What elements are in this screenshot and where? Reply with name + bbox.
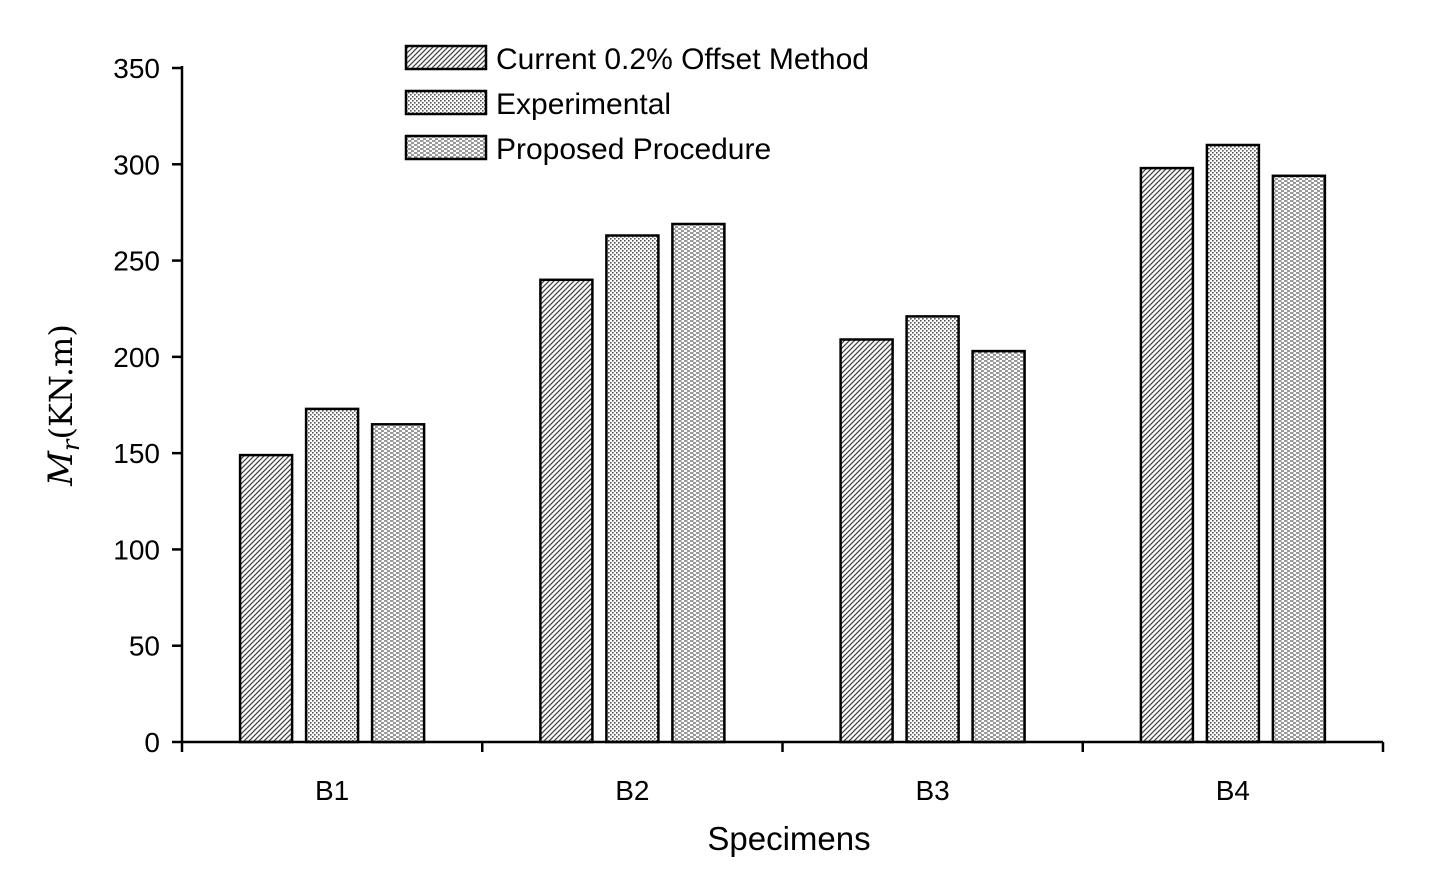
bar-b3-series-2 — [905, 315, 960, 744]
y-tick-label-200: 200 — [113, 342, 160, 373]
bar-b1-series-3 — [370, 423, 426, 744]
bars-group — [238, 143, 1327, 744]
y-tick-label-250: 250 — [113, 246, 160, 277]
y-tick-label-300: 300 — [113, 149, 160, 180]
legend-swatch-series-3 — [404, 134, 488, 161]
x-tick-label-b1: B1 — [315, 775, 349, 806]
bar-b2-series-1 — [539, 278, 594, 744]
legend-swatch-series-1 — [404, 44, 488, 71]
legend-label-series-3: Proposed Procedure — [496, 133, 771, 166]
y-tick-label-50: 50 — [129, 631, 160, 662]
bar-b4-series-1 — [1139, 166, 1195, 744]
bar-b4-series-3 — [1271, 174, 1327, 744]
legend-label-series-2: Experimental — [496, 88, 671, 121]
bar-b3-series-3 — [971, 349, 1026, 744]
y-axis-title: Mr(KN.m) — [41, 324, 85, 487]
x-axis-title: Specimens — [707, 820, 870, 857]
x-axis: B1 B2 B3 B4 — [180, 740, 1385, 806]
x-tick-label-b3: B3 — [916, 775, 950, 806]
bar-b1-series-1 — [238, 453, 294, 744]
y-axis: 0 50 100 150 200 250 300 350 — [113, 53, 184, 758]
bar-b2-series-2 — [605, 234, 660, 744]
bar-b4-series-2 — [1205, 143, 1261, 744]
bar-b1-series-2 — [304, 407, 360, 744]
y-axis-title-units: (KN.m) — [42, 324, 80, 439]
y-axis-title-subscript: r — [57, 438, 85, 451]
bar-b2-series-3 — [671, 222, 726, 744]
x-tick-label-b2: B2 — [615, 775, 649, 806]
y-tick-label-0: 0 — [144, 727, 160, 758]
y-axis-title-main: M — [41, 450, 81, 487]
y-tick-label-150: 150 — [113, 438, 160, 469]
legend-swatch-series-2 — [404, 89, 488, 116]
y-tick-label-350: 350 — [113, 53, 160, 84]
x-tick-label-b4: B4 — [1216, 775, 1250, 806]
legend: Current 0.2% Offset Method Experimental Pr… — [404, 43, 869, 166]
y-tick-label-100: 100 — [113, 534, 160, 565]
bar-b3-series-1 — [839, 338, 894, 744]
legend-label-series-1: Current 0.2% Offset Method — [496, 43, 869, 76]
